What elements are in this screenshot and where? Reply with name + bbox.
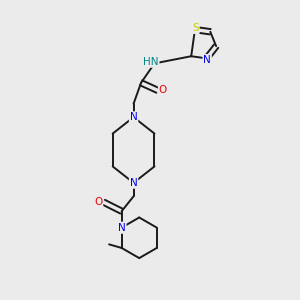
Text: O: O	[94, 197, 103, 207]
Text: N: N	[203, 55, 211, 65]
Text: N: N	[130, 178, 137, 188]
Text: N: N	[130, 112, 137, 122]
Text: O: O	[159, 85, 167, 95]
Text: N: N	[118, 223, 125, 232]
Text: HN: HN	[143, 57, 159, 67]
Text: S: S	[192, 23, 199, 33]
Text: N: N	[118, 223, 125, 232]
